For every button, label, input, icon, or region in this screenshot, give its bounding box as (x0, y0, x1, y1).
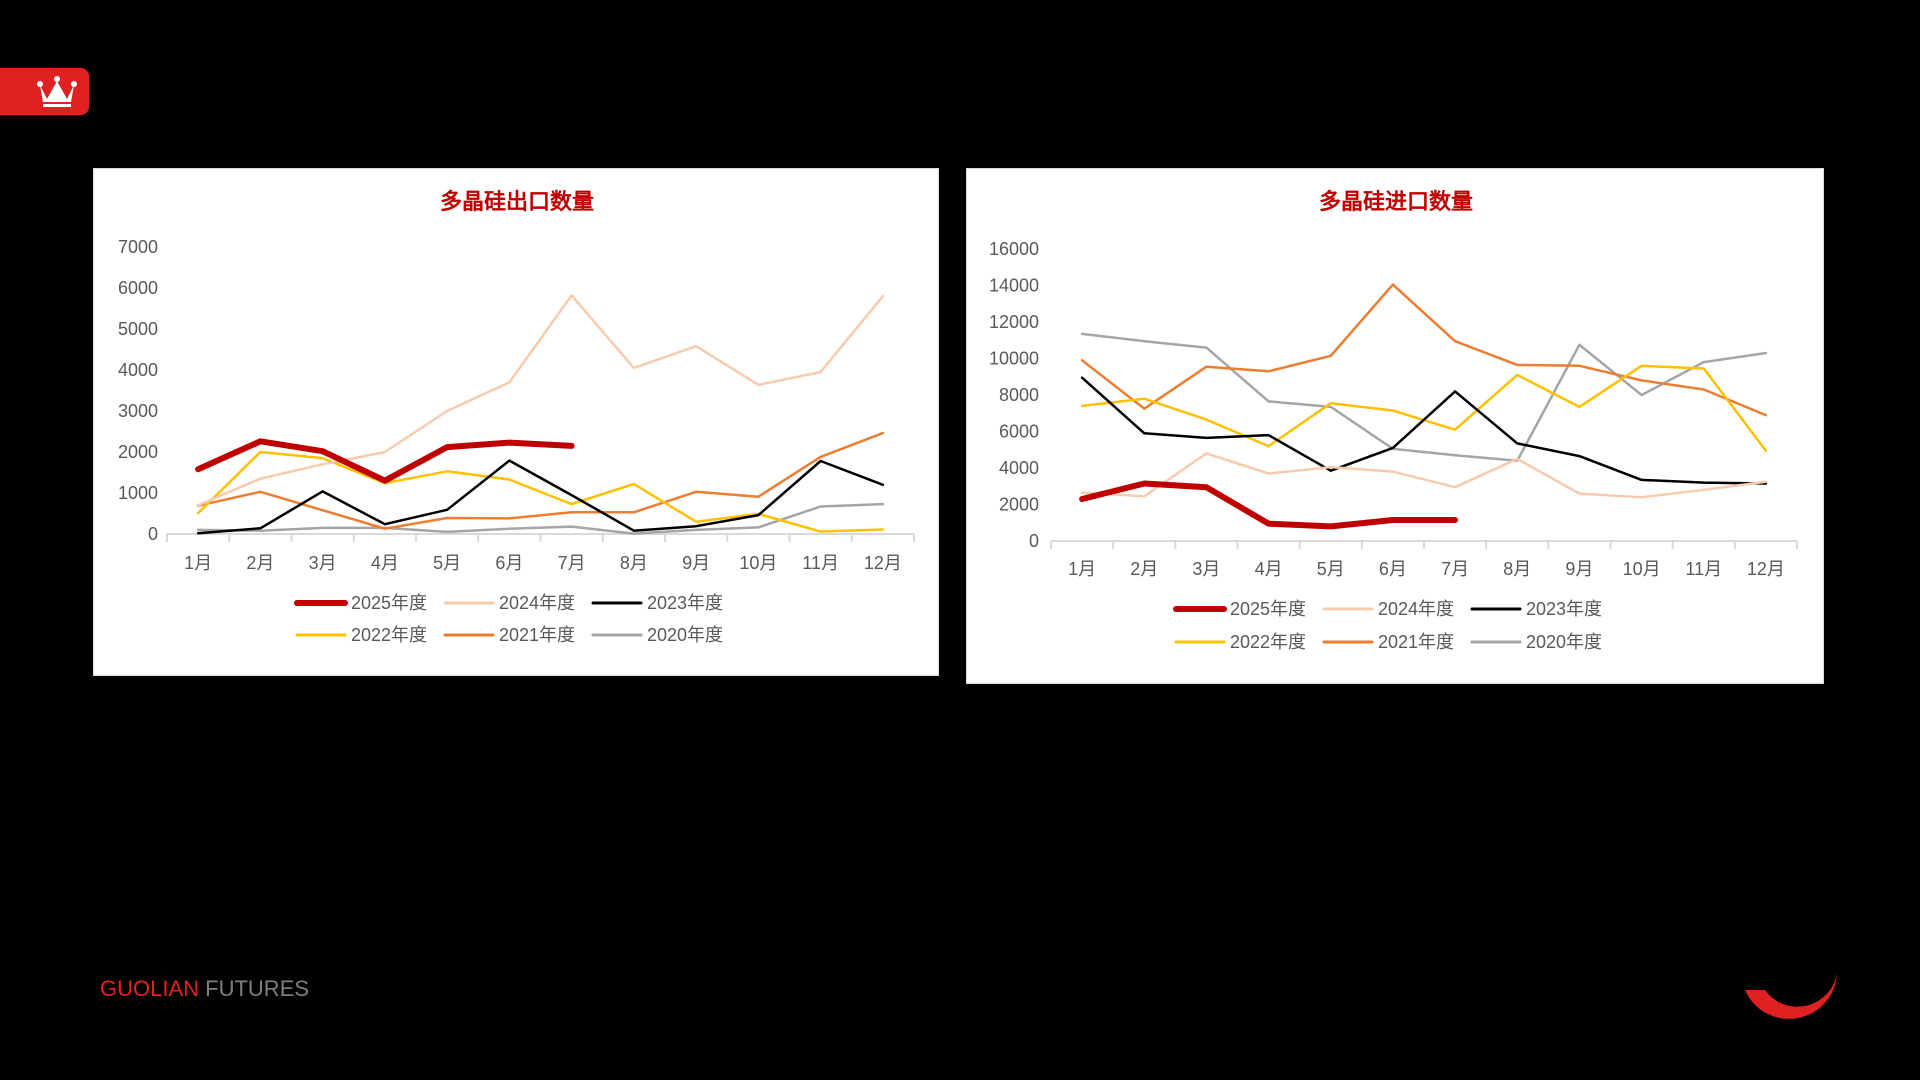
series-line (1080, 283, 1768, 417)
x-tick-label: 8月 (620, 553, 648, 573)
x-tick-label: 12月 (1747, 559, 1785, 579)
y-tick-label: 16000 (989, 239, 1039, 259)
legend-label: 2023年度 (1526, 599, 1602, 619)
x-tick-label: 3月 (309, 553, 337, 573)
y-tick-label: 4000 (118, 360, 158, 380)
legend-label: 2022年度 (351, 625, 427, 645)
y-tick-label: 2000 (118, 442, 158, 462)
series-line (196, 450, 885, 533)
y-tick-label: 6000 (999, 422, 1039, 442)
legend-label: 2023年度 (647, 593, 723, 613)
y-tick-label: 7000 (118, 237, 158, 257)
x-tick-label: 2月 (1130, 559, 1158, 579)
series-line (1080, 452, 1768, 499)
legend-label: 2020年度 (647, 625, 723, 645)
chart-title: 多晶硅出口数量 (440, 189, 594, 215)
y-tick-label: 14000 (989, 276, 1039, 296)
x-tick-label: 1月 (184, 553, 212, 573)
y-tick-label: 6000 (118, 278, 158, 298)
x-tick-label: 6月 (495, 553, 523, 573)
series-line (1080, 376, 1768, 485)
y-tick-label: 5000 (118, 319, 158, 339)
x-tick-label: 9月 (682, 553, 710, 573)
x-tick-label: 4月 (371, 553, 399, 573)
x-tick-label: 5月 (1317, 559, 1345, 579)
x-tick-label: 7月 (1441, 559, 1469, 579)
crown-icon (37, 76, 77, 107)
legend-label: 2021年度 (499, 625, 575, 645)
legend-label: 2025年度 (1230, 599, 1306, 619)
export-quantity-chart: 多晶硅出口数量 0 1000 2000 3000 4000 5000 6000 7000 1月 2月… (118, 189, 915, 645)
y-tick-label: 12000 (989, 312, 1039, 332)
x-tick-label: 6月 (1379, 559, 1407, 579)
crescent-logo-icon (1745, 973, 1837, 1019)
brand-primary: GUOLIAN (100, 976, 200, 1001)
x-tick-label: 2月 (246, 553, 274, 573)
y-tick-label: 10000 (989, 349, 1039, 369)
y-tick-label: 0 (148, 524, 158, 544)
legend-label: 2024年度 (499, 593, 575, 613)
x-tick-label: 11月 (802, 553, 839, 573)
x-tick-label: 12月 (864, 553, 902, 573)
x-tick-label: 10月 (739, 553, 777, 573)
x-tick-label: 8月 (1503, 559, 1531, 579)
x-tick-label: 11月 (1685, 559, 1722, 579)
y-tick-label: 2000 (999, 495, 1039, 515)
legend-label: 2025年度 (351, 593, 427, 613)
x-tick-label: 1月 (1068, 559, 1096, 579)
legend-label: 2024年度 (1378, 599, 1454, 619)
series-line (1080, 332, 1768, 462)
series-line (1080, 364, 1768, 452)
series-line (195, 438, 575, 484)
x-tick-label: 4月 (1255, 559, 1283, 579)
series-line (196, 502, 885, 535)
series-line (196, 459, 885, 535)
y-tick-label: 4000 (999, 458, 1039, 478)
series-line (196, 431, 885, 530)
legend-label: 2022年度 (1230, 632, 1306, 652)
import-quantity-chart: 多晶硅进口数量 0 2000 4000 6000 8000 10000 12000 14000 1… (989, 189, 1798, 652)
x-tick-label: 10月 (1623, 559, 1661, 579)
import-chart-panel: 多晶硅进口数量 0 2000 4000 6000 8000 10000 12000 14000 1… (966, 168, 1824, 684)
y-tick-label: 3000 (118, 401, 158, 421)
legend-label: 2020年度 (1526, 632, 1602, 652)
y-tick-label: 1000 (118, 483, 158, 503)
export-chart-panel: 多晶硅出口数量 0 1000 2000 3000 4000 5000 6000 7000 1月 2月… (93, 168, 939, 676)
x-tick-label: 3月 (1192, 559, 1220, 579)
footer-brand: GUOLIAN FUTURES (100, 976, 309, 1002)
x-tick-label: 5月 (433, 553, 461, 573)
y-tick-label: 8000 (999, 385, 1039, 405)
legend-label: 2021年度 (1378, 632, 1454, 652)
x-tick-label: 7月 (558, 553, 586, 573)
x-tick-label: 9月 (1565, 559, 1593, 579)
brand-secondary: FUTURES (205, 976, 310, 1001)
brand-tab (0, 68, 89, 115)
y-tick-label: 0 (1029, 531, 1039, 551)
chart-title: 多晶硅进口数量 (1319, 189, 1473, 215)
series-line (196, 294, 885, 507)
series-line (1079, 480, 1459, 530)
